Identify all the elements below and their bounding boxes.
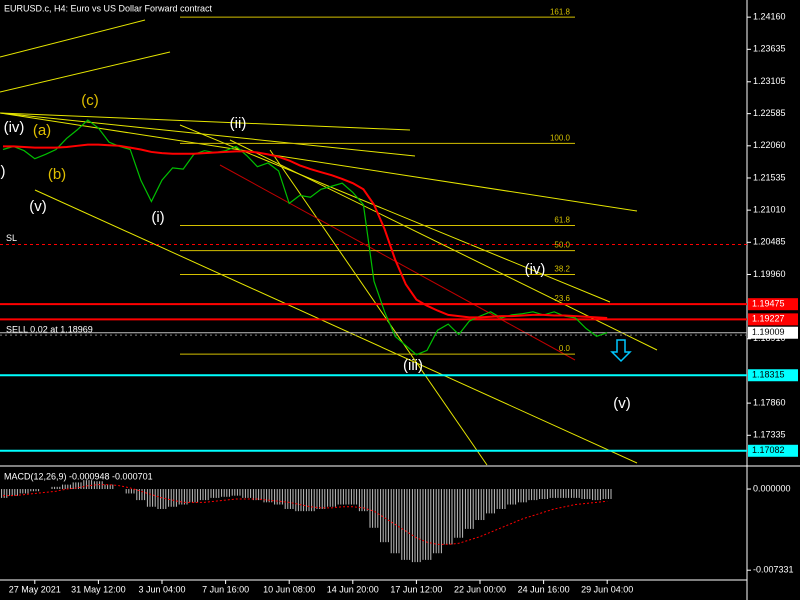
x-tick-label: 31 May 12:00 xyxy=(71,584,126,594)
y-tick-label: 1.21535 xyxy=(753,172,786,182)
trendlines xyxy=(0,19,658,466)
wave-label: (b) xyxy=(48,166,66,183)
wave-label: (ii) xyxy=(230,115,247,132)
price-tag xyxy=(748,326,798,339)
trendline xyxy=(0,112,416,157)
trendline xyxy=(0,112,411,131)
y-tick-label: 1.17335 xyxy=(753,430,786,440)
chart-title: EURUSD.c, H4: Euro vs US Dollar Forward … xyxy=(4,3,213,13)
price-tag xyxy=(748,444,798,457)
trendline xyxy=(229,139,658,351)
x-tick-label: 29 Jun 04:00 xyxy=(581,584,633,594)
price-tag xyxy=(748,298,798,311)
y-tick-label: 1.21010 xyxy=(753,205,786,215)
price-tag-label: 1.19475 xyxy=(752,299,785,309)
trendline xyxy=(269,149,488,466)
order-label: SELL 0.02 at 1.18969 xyxy=(6,325,93,335)
fib-label: 50.0 xyxy=(554,241,570,250)
trendline xyxy=(179,124,611,303)
y-tick-label: 0.000000 xyxy=(753,483,791,493)
series-line xyxy=(3,484,608,545)
wave-label: (iv) xyxy=(525,261,546,278)
series-line xyxy=(3,143,608,319)
price-tag xyxy=(748,313,798,326)
y-tick-label: -0.007331 xyxy=(753,565,794,575)
trendline xyxy=(0,19,146,58)
sell-arrow xyxy=(610,339,632,363)
wave-label: (iii) xyxy=(403,357,423,374)
wave-label: (a) xyxy=(33,122,51,139)
y-tick-label: 1.17860 xyxy=(753,397,786,407)
y-tick-label: 1.19960 xyxy=(753,269,786,279)
sl-label: SL xyxy=(6,233,17,243)
x-tick-label: 3 Jun 04:00 xyxy=(138,584,185,594)
fib-label: 61.8 xyxy=(554,216,570,225)
trendline xyxy=(219,164,576,361)
price-tag-label: 1.19227 xyxy=(752,314,785,324)
wave-label: (v) xyxy=(29,198,47,215)
x-tick-label: 17 Jun 12:00 xyxy=(390,584,442,594)
y-tick-label: 1.20485 xyxy=(753,237,786,247)
x-tick-label: 27 May 2021 xyxy=(9,584,61,594)
trendline xyxy=(34,189,638,464)
x-tick-label: 22 Jun 00:00 xyxy=(454,584,506,594)
fib-label: 0.0 xyxy=(559,344,571,353)
wave-label: (iv) xyxy=(4,119,25,136)
y-tick-label: 1.18910 xyxy=(753,333,786,343)
fib-label: 161.8 xyxy=(550,7,571,16)
x-tick-label: 14 Jun 20:00 xyxy=(327,584,379,594)
fib-label: 23.6 xyxy=(554,294,570,303)
price-tag xyxy=(748,369,798,382)
y-tick-label: 1.23105 xyxy=(753,76,786,86)
price-tag-label: 1.19009 xyxy=(752,327,785,337)
x-tick-label: 7 Jun 16:00 xyxy=(202,584,249,594)
y-tick-label: 1.22060 xyxy=(753,140,786,150)
wave-label: (v) xyxy=(613,395,631,412)
price-tag-label: 1.17082 xyxy=(752,445,785,455)
wave-label: (c) xyxy=(81,92,99,109)
x-tick-label: 10 Jun 08:00 xyxy=(263,584,315,594)
wave-label: ) xyxy=(1,163,6,180)
x-tick-label: 24 Jun 16:00 xyxy=(518,584,570,594)
y-tick-label: 1.24160 xyxy=(753,12,786,22)
wave-label: (i) xyxy=(151,209,164,226)
trendline xyxy=(0,112,638,212)
price-tag-label: 1.18315 xyxy=(752,370,785,380)
macd-title: MACD(12,26,9) -0.000948 -0.000701 xyxy=(4,471,153,481)
fib-label: 100.0 xyxy=(550,133,571,142)
fib-label: 38.2 xyxy=(554,265,570,274)
y-tick-label: 1.22585 xyxy=(753,108,786,118)
y-tick-label: 1.23635 xyxy=(753,44,786,54)
trendline xyxy=(0,51,171,93)
